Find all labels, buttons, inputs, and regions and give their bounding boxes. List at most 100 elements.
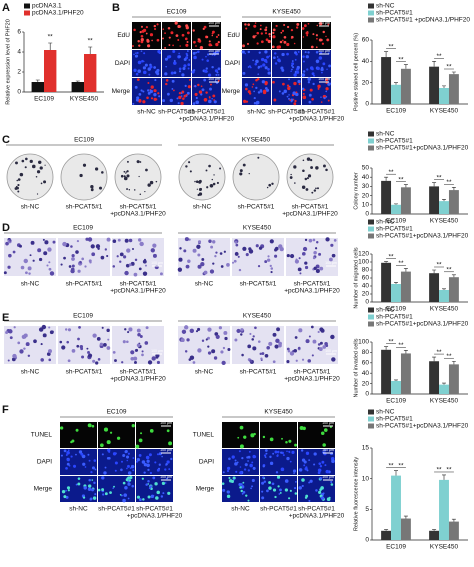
cell-dot	[9, 336, 13, 340]
cell-dot	[228, 457, 231, 461]
cell-dot	[312, 33, 315, 36]
micrograph	[286, 238, 338, 276]
cell-dot	[194, 92, 198, 96]
cell-dot	[17, 341, 21, 345]
condition-label: sh-PCAT5#1	[66, 369, 103, 376]
cell-dot	[137, 60, 142, 65]
cell-dot	[311, 72, 315, 76]
cell-dot	[80, 452, 84, 456]
cell-dot	[291, 60, 294, 63]
cell-dot	[262, 476, 265, 479]
cell-dot	[252, 83, 255, 86]
cell-dot	[281, 52, 285, 57]
cell-dot	[67, 489, 70, 492]
cell-dot	[61, 489, 66, 494]
cell-dot	[290, 37, 293, 40]
cell-dot	[178, 55, 181, 59]
cell-dot	[272, 360, 276, 364]
colony	[138, 175, 140, 178]
cell-dot	[198, 38, 201, 41]
colony	[139, 161, 142, 163]
cell-dot	[142, 66, 146, 70]
cell-dot	[305, 31, 309, 35]
cell-dot	[71, 349, 76, 353]
cell-dot	[292, 66, 295, 69]
cell-dot	[96, 336, 101, 341]
cell-dot	[304, 496, 308, 499]
cell-dot	[298, 486, 302, 490]
cell-dot	[293, 487, 297, 490]
cell-dot	[146, 463, 150, 468]
cell-dot	[319, 477, 323, 480]
cell-dot	[220, 265, 224, 268]
cell-dot	[266, 258, 271, 262]
cell-dot	[155, 353, 159, 358]
cell-dot	[222, 346, 226, 350]
cell-dot	[288, 78, 290, 81]
bar	[448, 190, 459, 214]
cell-dot	[158, 51, 162, 55]
cell-dot	[283, 23, 286, 26]
cell-dot	[295, 53, 298, 56]
cell-dot	[247, 460, 249, 462]
cell-dot	[7, 359, 10, 362]
condition-label: +pcDNA3.1/PHF20	[282, 211, 338, 218]
cell-dot	[20, 265, 25, 270]
cell-dot	[127, 471, 132, 475]
cell-dot	[238, 268, 242, 272]
colony	[195, 180, 199, 183]
colony	[25, 157, 28, 161]
colony	[289, 176, 293, 179]
cell-dot	[28, 272, 31, 275]
cell-dot	[87, 237, 93, 242]
condition-label: sh-PCAT5#1	[136, 506, 173, 513]
cell-dot	[123, 493, 128, 497]
cell-dot	[134, 54, 138, 58]
cell-dot	[141, 350, 144, 353]
cell-dot	[234, 459, 237, 462]
x-tick-label: KYSE450	[430, 398, 459, 405]
colony	[257, 156, 260, 159]
cell-dot	[131, 484, 135, 488]
cell-dot	[272, 80, 275, 84]
cell-dot	[263, 454, 267, 457]
colony	[15, 161, 18, 165]
cell-dot	[306, 68, 309, 71]
colony	[315, 187, 317, 190]
cell-dot	[175, 34, 179, 38]
cell-dot	[295, 359, 298, 362]
cell-dot	[327, 99, 330, 102]
cell-dot	[138, 44, 141, 47]
cell-dot	[262, 63, 266, 67]
cell-dot	[195, 330, 199, 333]
colony	[188, 161, 191, 164]
cell-dot	[293, 349, 298, 353]
colony	[209, 183, 214, 188]
cell-dot	[287, 349, 291, 353]
cell-dot	[210, 245, 214, 249]
x-tick-label: KYSE450	[430, 218, 459, 225]
cell-dot	[294, 58, 297, 61]
significance: **	[389, 169, 395, 176]
legend-swatch	[368, 138, 374, 144]
y-tick-label: 20	[362, 380, 370, 387]
cell-dot	[119, 493, 122, 496]
cell-dot	[25, 271, 28, 275]
condition-label: sh-PCAT5#1	[238, 204, 275, 211]
legend-swatch	[368, 233, 374, 239]
cell-dot	[86, 347, 89, 350]
bar	[381, 180, 392, 214]
error-bar	[451, 274, 456, 278]
cell-dot	[213, 54, 216, 57]
cell-dot	[89, 261, 92, 264]
cell-dot	[156, 490, 160, 495]
cell-dot	[183, 64, 187, 68]
cell-dot	[308, 499, 311, 502]
cell-dot	[324, 341, 328, 346]
bar	[448, 521, 459, 540]
cell-dot	[248, 65, 252, 68]
cell-dot	[164, 57, 168, 61]
cell-dot	[106, 456, 110, 460]
cell-dot	[308, 93, 312, 97]
cell-dot	[19, 244, 22, 248]
